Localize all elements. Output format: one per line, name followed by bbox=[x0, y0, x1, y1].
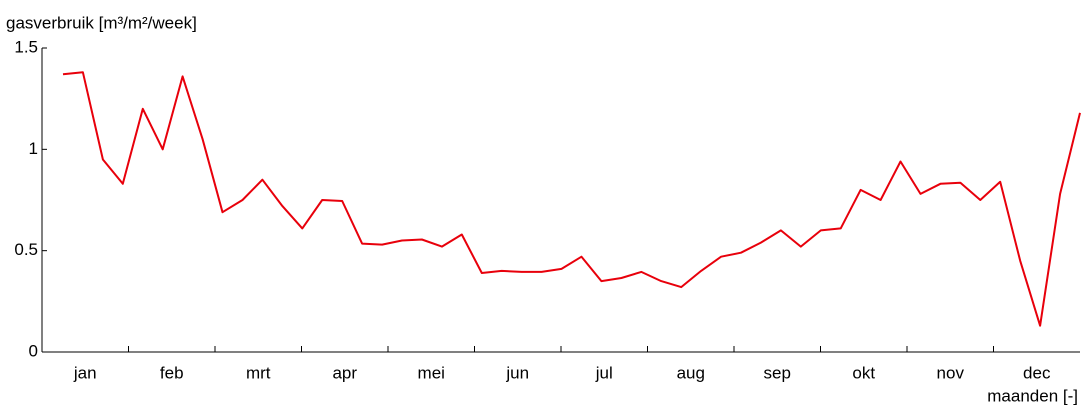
x-tick-label: aug bbox=[677, 363, 705, 382]
y-tick-label: 0.5 bbox=[14, 240, 38, 259]
x-tick-label: nov bbox=[937, 363, 965, 382]
x-axis-label: maanden [-] bbox=[987, 386, 1078, 405]
x-tick-label: dec bbox=[1023, 363, 1051, 382]
x-tick-label: mrt bbox=[246, 363, 271, 382]
y-axis-label: gasverbruik [m³/m²/week] bbox=[6, 13, 197, 32]
y-tick-label: 1.5 bbox=[14, 37, 38, 56]
x-tick-label: okt bbox=[852, 363, 875, 382]
x-tick-label: jul bbox=[595, 363, 613, 382]
x-tick-label: apr bbox=[332, 363, 357, 382]
x-tick-label: feb bbox=[160, 363, 184, 382]
x-tick-label: sep bbox=[764, 363, 791, 382]
data-line bbox=[62, 71, 1081, 327]
x-tick-label: mei bbox=[418, 363, 445, 382]
y-tick-label: 1 bbox=[29, 139, 38, 158]
y-tick-label: 0 bbox=[29, 341, 38, 360]
x-tick-label: jan bbox=[73, 363, 97, 382]
x-tick-label: jun bbox=[505, 363, 529, 382]
